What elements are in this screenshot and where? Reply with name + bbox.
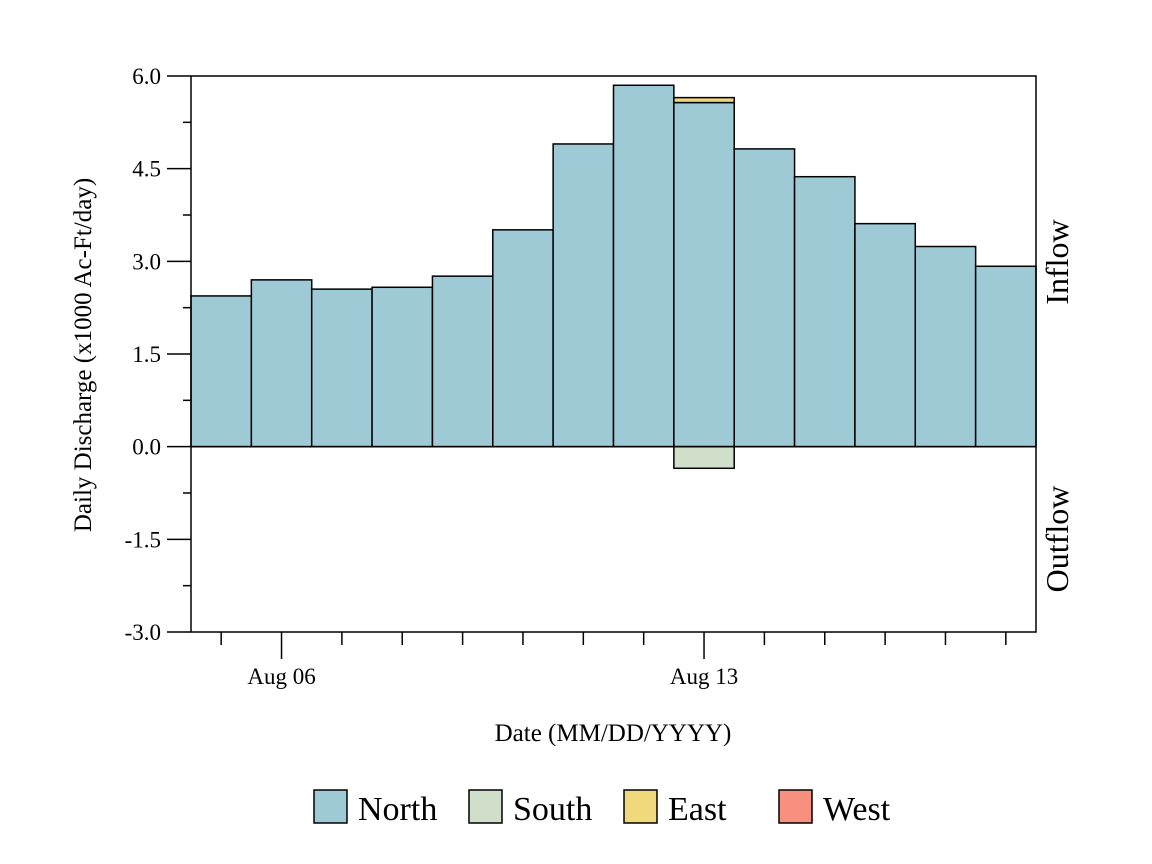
bar-north-08-18 [974, 265, 1037, 448]
y-tick-label: 3.0 [132, 249, 161, 274]
bar-north-08-14 [733, 148, 796, 448]
legend-swatch-north [313, 789, 348, 824]
y-tick-label: -3.0 [125, 620, 161, 645]
x-axis: Aug 06 Aug 13 [220, 632, 1007, 689]
bar-north-08-06 [250, 279, 313, 448]
bar-north-08-15 [793, 175, 856, 448]
bar-north-08-09 [431, 275, 494, 448]
legend-swatch-south [468, 789, 503, 824]
bar-north-08-17 [914, 245, 977, 448]
bar-east-08-13 [673, 96, 735, 104]
bar-north-08-05 [190, 295, 253, 448]
bar-north-08-07 [310, 288, 373, 448]
y-tick-label: 1.5 [132, 342, 161, 367]
bar-south-08-13 [673, 445, 735, 470]
bar-north-08-13 [673, 101, 735, 448]
legend-swatch-east [623, 789, 658, 824]
y-tick-label: -1.5 [125, 527, 161, 552]
bar-north-08-16 [854, 222, 917, 448]
legend: North South East West [313, 789, 891, 828]
bar-north-08-11 [552, 143, 615, 448]
bars-layer [190, 84, 1037, 470]
y-tick-label: 0.0 [132, 435, 161, 460]
y-tick-label: 4.5 [132, 157, 161, 182]
y-axis: 6.0 4.5 3.0 1.5 0.0 -1.5 -3.0 [125, 64, 191, 645]
x-tick-label: Aug 06 [247, 664, 315, 689]
outflow-label: Outflow [1039, 486, 1075, 593]
legend-label-west: West [823, 791, 891, 828]
x-axis-title: Date (MM/DD/YYYY) [495, 720, 732, 747]
legend-label-east: East [668, 791, 727, 828]
x-tick-label: Aug 13 [670, 664, 738, 689]
y-tick-label: 6.0 [132, 64, 161, 89]
legend-label-south: South [513, 791, 592, 828]
bar-north-08-08 [371, 286, 434, 448]
bar-north-08-12 [612, 84, 675, 448]
bar-north-08-10 [492, 229, 554, 448]
legend-label-north: North [358, 791, 437, 828]
inflow-label: Inflow [1039, 219, 1075, 304]
legend-swatch-west [778, 789, 813, 824]
y-axis-title: Daily Discharge (x1000 Ac-Ft/day) [70, 178, 97, 532]
